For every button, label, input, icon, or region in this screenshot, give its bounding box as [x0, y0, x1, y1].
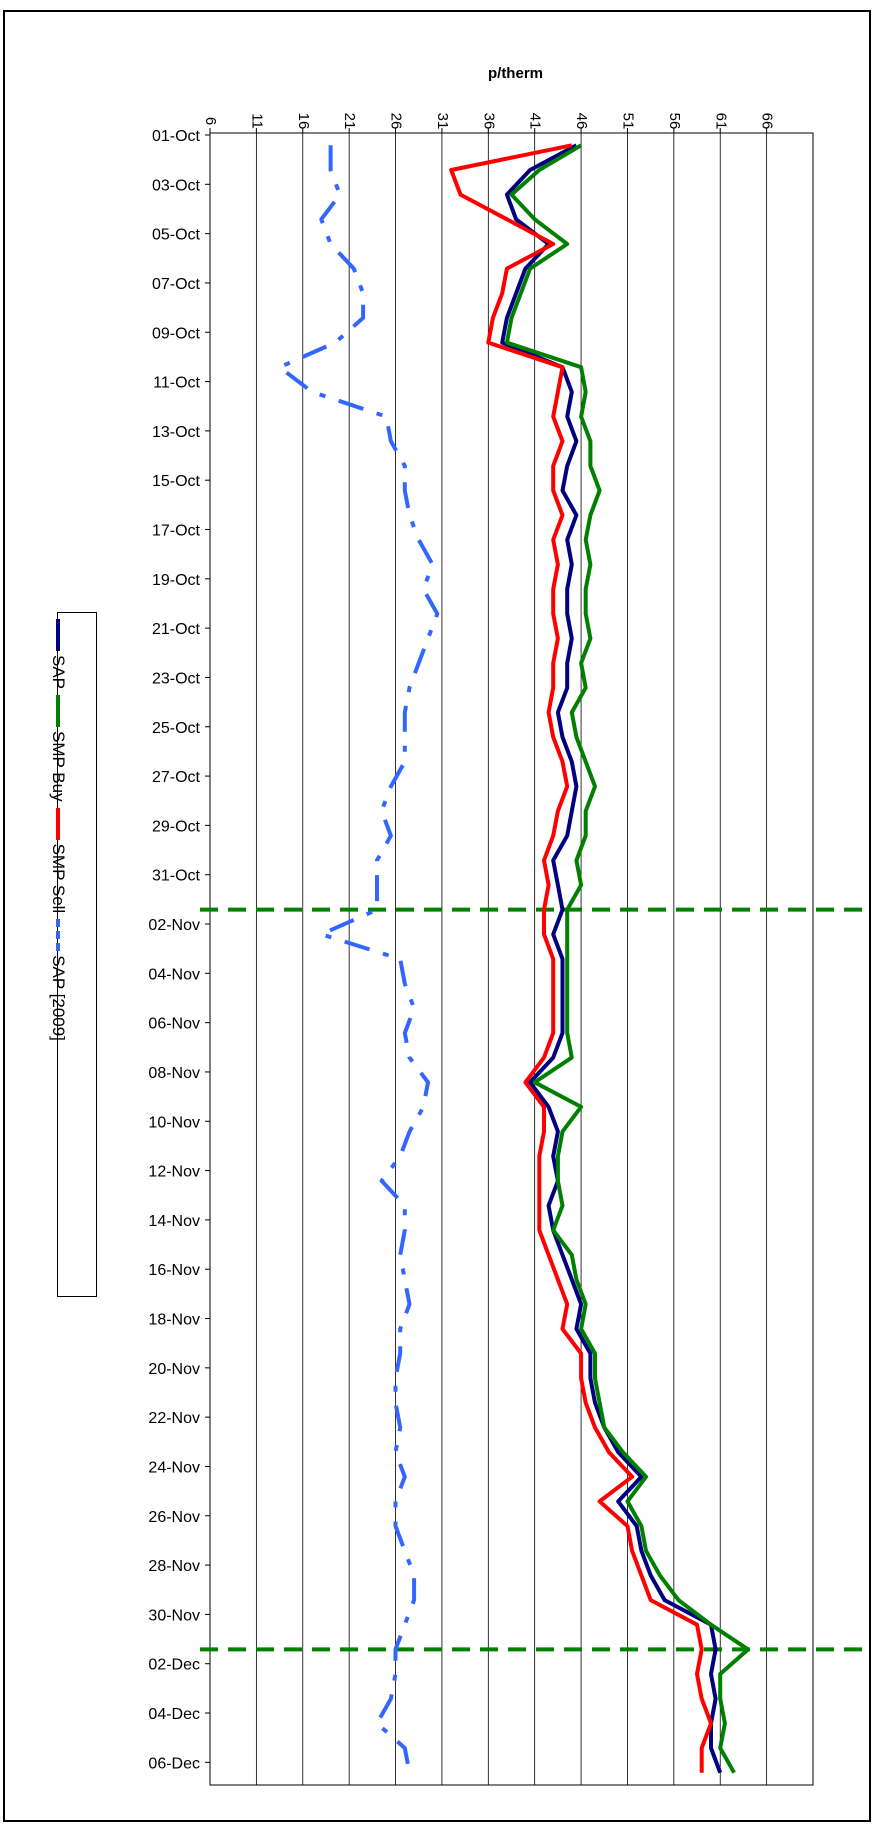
legend-item: SMP Buy — [48, 689, 68, 802]
date-tick-label: 02-Dec — [148, 1657, 200, 1674]
date-tick-label: 17-Oct — [152, 523, 201, 540]
date-tick-label: 25-Oct — [152, 720, 201, 737]
legend: SAP SMP Buy SMP Sell SAP [2009] — [49, 612, 97, 1297]
legend-item: SAP — [48, 613, 68, 689]
date-tick-label: 10-Nov — [148, 1114, 200, 1131]
series-lines — [277, 143, 751, 1774]
value-tick-label: 11 — [248, 113, 265, 129]
date-tick-label: 13-Oct — [152, 424, 201, 441]
legend-label: SAP — [49, 655, 68, 690]
value-tick-label: 36 — [480, 113, 497, 130]
series-line-sap — [500, 143, 723, 1774]
date-tick-label: 22-Nov — [148, 1410, 200, 1427]
date-tick-label: 07-Oct — [152, 276, 201, 293]
date-tick-label: 14-Nov — [148, 1213, 200, 1230]
legend-item: SAP [2009] — [48, 913, 68, 1041]
series-line-sap-2009 — [277, 145, 440, 1774]
gridlines — [209, 133, 768, 1785]
value-tick-label: 66 — [759, 113, 776, 130]
series-line-smp-sell — [449, 143, 713, 1773]
date-tick-label: 09-Oct — [152, 325, 201, 342]
chart-frame: 6 11 16 21 26 31 36 41 46 51 56 61 66 01-Oct 03-Oct 05… — [3, 10, 871, 1822]
date-tick-label: 29-Oct — [152, 818, 201, 835]
date-tick-label: 26-Nov — [148, 1509, 200, 1526]
date-tick-label: 20-Nov — [148, 1361, 200, 1378]
date-tick-label: 03-Oct — [152, 177, 201, 194]
legend-items: SAP SMP Buy SMP Sell SAP [2009] — [38, 613, 78, 1298]
value-tick-label: 26 — [388, 113, 405, 130]
date-tick-label: 06-Nov — [148, 1016, 200, 1033]
legend-swatch — [56, 807, 60, 840]
date-tick-label: 16-Nov — [148, 1262, 200, 1279]
legend-label: SMP Buy — [49, 731, 68, 802]
legend-swatch — [56, 919, 60, 952]
series-line-smp-buy — [504, 143, 751, 1774]
date-tick-label: 30-Nov — [148, 1607, 200, 1624]
legend-item: SMP Sell — [48, 802, 68, 914]
date-tick-label: 28-Nov — [148, 1558, 200, 1575]
date-tick-label: 18-Nov — [148, 1312, 200, 1329]
date-tick-label: 12-Nov — [148, 1164, 200, 1181]
date-tick-label: 11-Oct — [153, 375, 200, 392]
date-tick-label: 04-Nov — [148, 966, 200, 983]
value-axis-ticks: 6 11 16 21 26 31 36 41 46 51 56 61 66 — [202, 113, 776, 133]
date-tick-label: 15-Oct — [152, 473, 201, 490]
legend-label: SMP Sell — [49, 843, 68, 914]
date-axis-ticks: 01-Oct 03-Oct 05-Oct 07-Oct 09-Oct 11-Oct 13-O… — [148, 128, 210, 1772]
legend-swatch — [56, 619, 60, 651]
plot-border — [209, 132, 814, 1786]
date-tick-label: 21-Oct — [152, 621, 201, 638]
date-tick-label: 02-Nov — [148, 917, 200, 934]
date-tick-label: 24-Nov — [148, 1459, 200, 1476]
vertical-markers — [200, 907, 865, 1652]
axis-title: p/therm — [488, 65, 543, 82]
value-tick-label: 6 — [202, 117, 219, 125]
legend-swatch — [56, 695, 60, 728]
value-tick-label: 21 — [341, 113, 358, 130]
date-tick-label: 31-Oct — [152, 868, 201, 885]
line-chart: 6 11 16 21 26 31 36 41 46 51 56 61 66 01-Oct 03-Oct 05… — [148, 65, 865, 1786]
value-tick-label: 46 — [573, 113, 590, 130]
value-tick-label: 31 — [434, 113, 451, 130]
value-tick-label: 61 — [712, 113, 729, 130]
date-tick-label: 27-Oct — [152, 769, 201, 786]
date-tick-label: 06-Dec — [148, 1755, 200, 1772]
date-tick-label: 05-Oct — [152, 227, 201, 244]
date-tick-label: 08-Nov — [148, 1065, 200, 1082]
value-tick-label: 16 — [295, 113, 312, 130]
date-tick-label: 19-Oct — [152, 572, 201, 589]
date-tick-label: 01-Oct — [152, 128, 201, 145]
value-tick-label: 51 — [619, 113, 636, 130]
value-tick-label: 56 — [666, 113, 683, 130]
legend-label: SAP [2009] — [49, 955, 68, 1041]
value-tick-label: 41 — [527, 113, 544, 130]
date-tick-label: 04-Dec — [148, 1706, 200, 1723]
date-tick-label: 23-Oct — [152, 670, 201, 687]
